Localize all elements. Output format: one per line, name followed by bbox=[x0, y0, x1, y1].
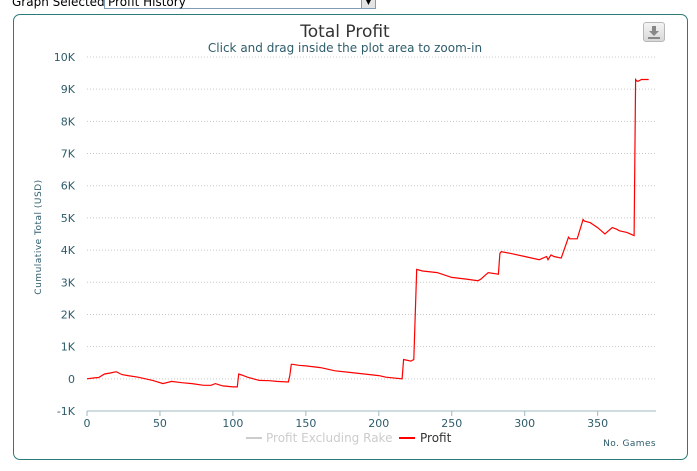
x-tick-label: 250 bbox=[441, 417, 462, 430]
y-tick-label: 9K bbox=[61, 83, 76, 96]
y-tick-label: -1K bbox=[57, 405, 76, 418]
series-line-profit bbox=[86, 77, 649, 388]
dropdown-arrow-icon[interactable]: ▼ bbox=[361, 0, 375, 8]
x-tick-label: 350 bbox=[587, 417, 608, 430]
x-axis-ticks: 0 50 100 150 200 250 300 350 bbox=[84, 411, 608, 430]
y-tick-label: 10K bbox=[54, 51, 76, 64]
y-axis-label: Cumulative Total (USD) bbox=[34, 179, 44, 294]
graph-select-dropdown[interactable]: Profit History ▼ bbox=[104, 0, 376, 9]
download-icon bbox=[648, 26, 660, 39]
chart-panel bbox=[13, 14, 688, 460]
y-tick-label: 6K bbox=[61, 180, 76, 193]
legend-label-profit-excluding-rake: Profit Excluding Rake bbox=[266, 431, 392, 445]
legend-label-profit: Profit bbox=[420, 431, 452, 445]
x-tick-label: 0 bbox=[84, 417, 91, 430]
y-tick-label: 8K bbox=[61, 115, 76, 128]
y-tick-label: 1K bbox=[61, 341, 76, 354]
y-tick-label: 4K bbox=[61, 244, 76, 257]
legend-item-profit-excluding-rake[interactable]: Profit Excluding Rake bbox=[246, 431, 392, 445]
y-tick-label: 2K bbox=[61, 308, 76, 321]
x-tick-label: 150 bbox=[295, 417, 316, 430]
legend-item-profit[interactable]: Profit bbox=[399, 431, 452, 445]
chart-subtitle: Click and drag inside the plot area to z… bbox=[208, 41, 482, 55]
chart-title: Total Profit bbox=[299, 22, 390, 42]
x-tick-label: 100 bbox=[222, 417, 243, 430]
x-axis-label: No. Games bbox=[603, 439, 656, 449]
x-tick-label: 50 bbox=[153, 417, 167, 430]
x-tick-label: 200 bbox=[368, 417, 389, 430]
y-tick-label: 3K bbox=[61, 276, 76, 289]
graph-selector-bar: Graph Selected: Profit History ▼ bbox=[0, 0, 697, 10]
graph-selected-label: Graph Selected: bbox=[12, 0, 109, 9]
export-chart-button[interactable] bbox=[643, 22, 665, 42]
chart-legend: Profit Excluding Rake Profit bbox=[246, 431, 452, 445]
graph-select-value: Profit History bbox=[108, 0, 186, 9]
y-tick-label: 5K bbox=[61, 212, 76, 225]
y-tick-label: 0 bbox=[68, 373, 75, 386]
y-tick-label: 7K bbox=[61, 148, 76, 161]
x-tick-label: 300 bbox=[514, 417, 535, 430]
grid-lines bbox=[87, 56, 656, 380]
y-axis-ticks: -1K 0 1K 2K 3K 4K 5K 6K 7K 8K 9K 10K bbox=[54, 51, 76, 418]
